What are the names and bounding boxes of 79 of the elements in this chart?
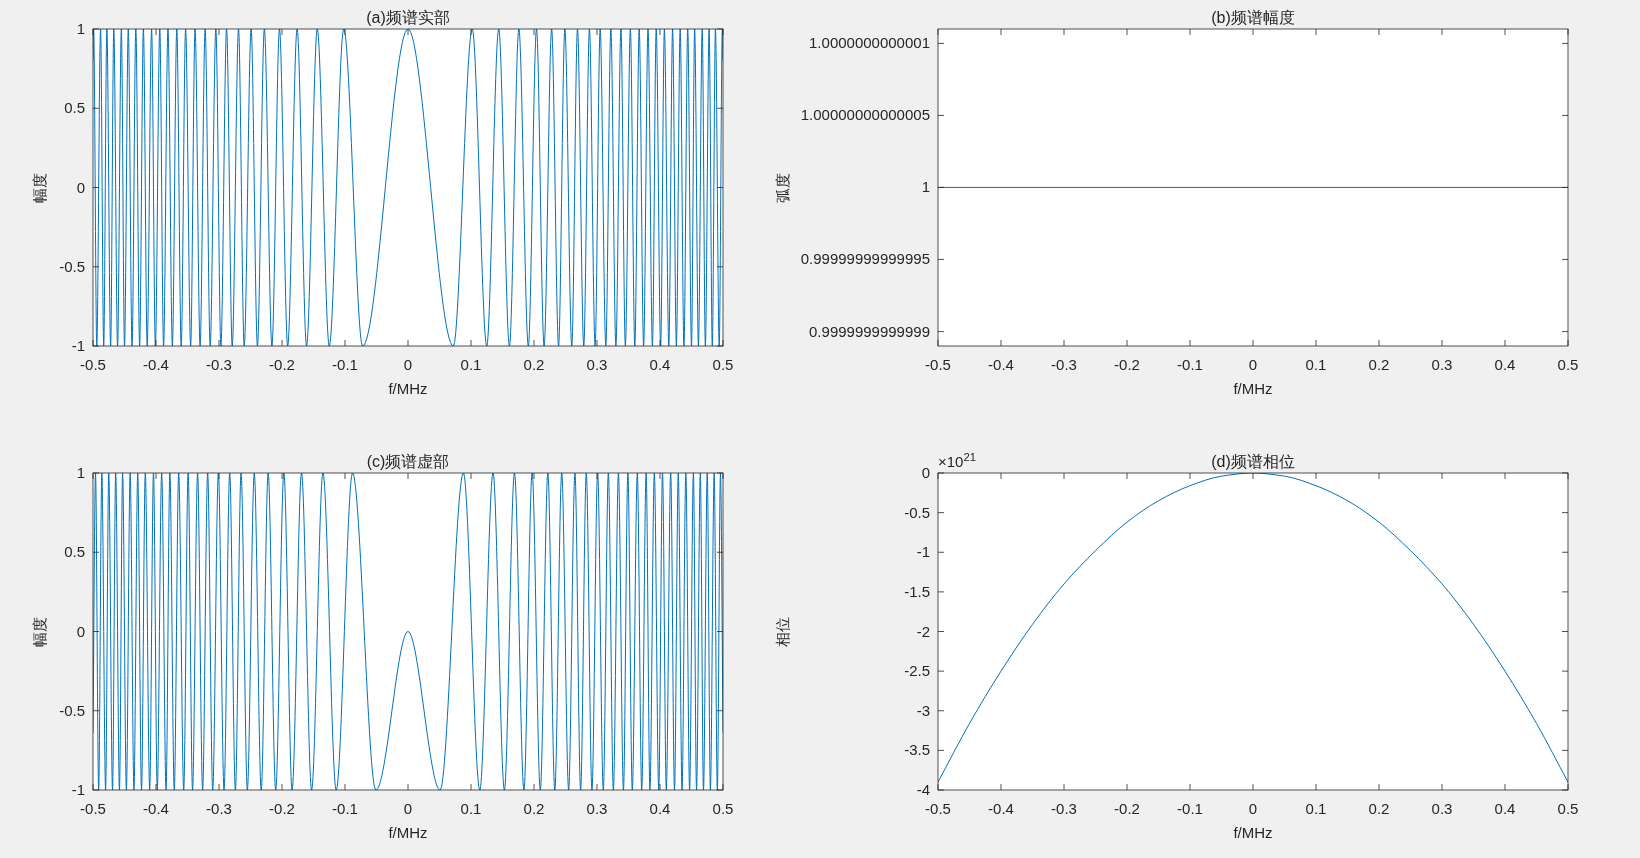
y-tick-label: 0.5 — [64, 543, 85, 561]
x-tick-label: 0.5 — [1557, 800, 1579, 817]
x-tick-label: -0.4 — [988, 800, 1014, 817]
x-tick-label: 0.2 — [1368, 800, 1390, 817]
x-tick-label: 0.2 — [523, 800, 545, 817]
x-tick-label: -0.4 — [143, 356, 169, 373]
y-axis-title: 幅度 — [31, 616, 48, 647]
x-tick-label: -0.2 — [269, 800, 295, 817]
chart-title: (a)频谱实部 — [366, 9, 450, 26]
x-tick-label: 0.2 — [523, 356, 545, 373]
y-tick-label: -3 — [916, 701, 930, 719]
y-tick-label: -2 — [916, 622, 930, 640]
y-tick-label: 1 — [921, 178, 930, 196]
x-tick-label: 0.4 — [649, 356, 671, 373]
x-tick-label: 0.4 — [1494, 356, 1516, 373]
y-tick-label: -1 — [71, 337, 85, 354]
x-tick-label: 0 — [1248, 800, 1258, 817]
x-tick-label: 0.5 — [712, 800, 734, 817]
y-tick-label: 1 — [76, 464, 85, 481]
x-tick-label: 0.3 — [586, 356, 608, 373]
x-tick-label: 0 — [403, 356, 413, 373]
y-tick-label: 0.9999999999999 — [809, 322, 930, 340]
y-axis-title: 相位 — [774, 616, 791, 647]
y-tick-label: -0.5 — [59, 257, 85, 275]
x-tick-label: -0.3 — [1051, 356, 1077, 373]
y-tick-label: -1.5 — [904, 582, 930, 600]
x-axis-title: f/MHz — [1233, 824, 1273, 841]
x-tick-label: -0.4 — [143, 800, 169, 817]
y-tick-label: 1 — [76, 20, 85, 37]
x-tick-label: 0 — [1248, 356, 1258, 373]
x-tick-label: -0.3 — [1051, 800, 1077, 817]
x-axis-title: f/MHz — [388, 380, 428, 397]
x-tick-label: 0.3 — [1431, 800, 1453, 817]
x-tick-label: 0 — [403, 800, 413, 817]
x-tick-label: 0.5 — [712, 356, 734, 373]
x-tick-label: 0.1 — [460, 356, 482, 373]
y-tick-label: -1 — [916, 543, 930, 561]
x-tick-label: 0.1 — [1305, 356, 1327, 373]
x-tick-label: 0.1 — [460, 800, 482, 817]
chart-title: (c)频谱虚部 — [366, 453, 450, 470]
x-tick-label: 0.4 — [649, 800, 671, 817]
y-tick-label: -4 — [916, 781, 930, 798]
x-tick-label: 0.1 — [1305, 800, 1327, 817]
chart-title: (b)频谱幅度 — [1211, 9, 1295, 26]
x-tick-label: -0.4 — [988, 356, 1014, 373]
line-series — [93, 473, 723, 790]
x-tick-label: -0.3 — [206, 356, 232, 373]
x-tick-label: -0.2 — [269, 356, 295, 373]
line-series — [938, 473, 1568, 783]
x-tick-label: 0.2 — [1368, 356, 1390, 373]
x-tick-label: 0.4 — [1494, 800, 1516, 817]
x-tick-label: -0.1 — [1177, 356, 1203, 373]
y-tick-label: -1 — [71, 781, 85, 798]
y-tick-label: -0.5 — [904, 503, 930, 521]
x-tick-label: -0.2 — [1114, 800, 1140, 817]
y-axis-title: 弧度 — [774, 172, 791, 203]
x-tick-label: -0.1 — [1177, 800, 1203, 817]
y-tick-label: 0 — [76, 178, 85, 196]
y-tick-label: -2.5 — [904, 662, 930, 680]
y-axis-title: 幅度 — [31, 172, 48, 203]
chart-title: (d)频谱相位 — [1211, 453, 1295, 470]
y-tick-label: 0 — [76, 622, 85, 640]
text: ×10$^{21}$ — [938, 451, 976, 470]
x-axis-title: f/MHz — [1233, 380, 1273, 397]
y-tick-label: 1.00000000000005 — [800, 106, 930, 124]
x-tick-label: -0.2 — [1114, 356, 1140, 373]
x-axis-title: f/MHz — [388, 824, 428, 841]
x-tick-label: -0.1 — [332, 356, 358, 373]
y-tick-label: 0.5 — [64, 99, 85, 117]
y-tick-label: -0.5 — [59, 701, 85, 719]
y-tick-label: -3.5 — [904, 741, 930, 759]
y-tick-label: 0.99999999999995 — [800, 250, 930, 268]
x-tick-label: 0.3 — [1431, 356, 1453, 373]
x-tick-label: -0.3 — [206, 800, 232, 817]
x-tick-label: 0.3 — [586, 800, 608, 817]
x-tick-label: -0.1 — [332, 800, 358, 817]
x-tick-label: 0.5 — [1557, 356, 1579, 373]
y-tick-label: 1.0000000000001 — [809, 34, 930, 52]
y-tick-label: 0 — [921, 464, 930, 481]
